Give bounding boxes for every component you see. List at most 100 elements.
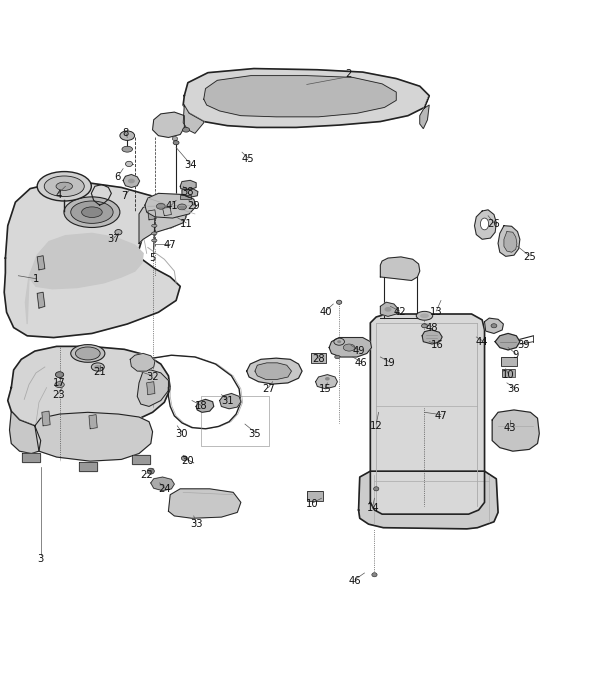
Text: 16: 16 (431, 340, 444, 350)
Ellipse shape (325, 377, 330, 381)
Text: 2: 2 (345, 69, 351, 80)
Text: 44: 44 (476, 336, 489, 347)
Text: 1: 1 (33, 274, 39, 284)
Ellipse shape (55, 382, 64, 387)
Ellipse shape (152, 224, 157, 227)
Polygon shape (132, 455, 150, 464)
Text: 10: 10 (502, 370, 514, 379)
Text: 32: 32 (146, 372, 159, 382)
Polygon shape (329, 338, 372, 357)
Bar (312, 353, 326, 363)
Polygon shape (145, 193, 196, 218)
Polygon shape (484, 318, 503, 334)
Text: 37: 37 (107, 234, 120, 244)
Text: 45: 45 (241, 154, 254, 164)
Text: 4: 4 (55, 189, 61, 200)
Bar (307, 491, 323, 501)
Polygon shape (153, 112, 184, 138)
Text: 35: 35 (248, 428, 261, 439)
Polygon shape (492, 410, 539, 451)
Bar (502, 369, 515, 377)
Ellipse shape (336, 300, 342, 304)
Text: 38: 38 (182, 187, 194, 197)
Ellipse shape (126, 161, 133, 167)
Ellipse shape (57, 383, 61, 386)
Text: 23: 23 (52, 390, 65, 400)
Ellipse shape (44, 176, 84, 197)
Polygon shape (183, 69, 429, 127)
Ellipse shape (491, 323, 497, 328)
Polygon shape (316, 375, 337, 389)
Polygon shape (139, 204, 186, 243)
Ellipse shape (420, 313, 429, 318)
Polygon shape (182, 189, 198, 197)
Polygon shape (359, 471, 498, 529)
Ellipse shape (337, 340, 341, 343)
Ellipse shape (480, 218, 489, 230)
Bar (307, 491, 323, 501)
Polygon shape (4, 183, 188, 338)
Text: 15: 15 (319, 384, 332, 394)
Text: 49: 49 (352, 346, 365, 356)
Polygon shape (35, 412, 153, 461)
Text: 14: 14 (366, 503, 379, 513)
Polygon shape (420, 96, 429, 129)
Polygon shape (137, 370, 169, 407)
Text: 3: 3 (38, 554, 44, 565)
Text: 29: 29 (188, 202, 200, 211)
Ellipse shape (372, 573, 377, 577)
Polygon shape (255, 363, 291, 379)
Bar (312, 353, 326, 363)
Ellipse shape (172, 137, 178, 141)
Ellipse shape (122, 146, 133, 152)
Ellipse shape (81, 207, 102, 217)
Polygon shape (381, 257, 420, 281)
Polygon shape (151, 477, 174, 490)
Text: 30: 30 (176, 428, 188, 439)
Text: 10: 10 (306, 499, 319, 509)
Bar (502, 369, 515, 377)
Text: 47: 47 (164, 240, 176, 250)
Polygon shape (381, 302, 398, 317)
Ellipse shape (181, 456, 187, 460)
Ellipse shape (55, 372, 64, 377)
Polygon shape (247, 358, 302, 384)
Ellipse shape (152, 232, 157, 235)
Text: 40: 40 (319, 307, 332, 317)
Ellipse shape (76, 347, 100, 360)
Ellipse shape (156, 204, 165, 209)
Text: 41: 41 (165, 202, 178, 211)
Text: 7: 7 (121, 191, 127, 202)
Bar (180, 195, 191, 200)
Text: 13: 13 (430, 307, 442, 317)
Polygon shape (9, 411, 41, 454)
Text: 21: 21 (93, 367, 106, 377)
Bar (201, 396, 268, 447)
Text: 20: 20 (182, 456, 194, 466)
Text: 24: 24 (158, 484, 171, 494)
Text: 19: 19 (383, 358, 395, 368)
Polygon shape (37, 292, 45, 308)
Text: 8: 8 (122, 128, 129, 138)
Text: 11: 11 (180, 219, 192, 229)
Polygon shape (89, 415, 97, 429)
Text: 27: 27 (262, 384, 275, 394)
Text: 25: 25 (523, 252, 536, 262)
Text: 34: 34 (184, 160, 196, 170)
Ellipse shape (94, 365, 101, 369)
Bar (501, 357, 517, 366)
Text: 18: 18 (195, 401, 207, 411)
Ellipse shape (152, 239, 157, 242)
Polygon shape (495, 334, 520, 350)
Bar (201, 396, 268, 447)
Ellipse shape (71, 345, 105, 362)
Bar (501, 357, 517, 366)
Ellipse shape (56, 182, 73, 191)
Ellipse shape (182, 127, 189, 132)
Polygon shape (474, 210, 496, 239)
Text: 12: 12 (370, 421, 382, 431)
Polygon shape (422, 330, 442, 344)
Text: 28: 28 (312, 354, 325, 364)
Ellipse shape (373, 487, 379, 491)
Text: 47: 47 (435, 411, 447, 421)
